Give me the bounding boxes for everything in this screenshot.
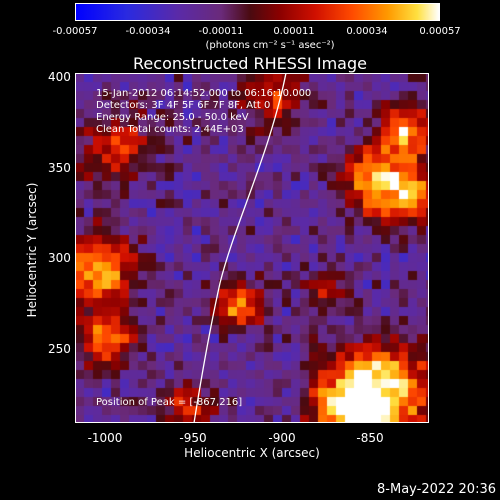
x-tick-label: -950 xyxy=(179,431,207,445)
colorbar-tick: 0.00011 xyxy=(273,26,315,37)
clean-counts-text: Clean Total counts: 2.44E+03 xyxy=(96,124,244,135)
peak-position-text: Position of Peak = [-867,216] xyxy=(96,397,243,408)
y-tick-label: 300 xyxy=(48,251,71,265)
colorbar xyxy=(75,3,440,21)
colorbar-tick: -0.00057 xyxy=(52,26,98,37)
x-axis-label: Heliocentric X (arcsec) xyxy=(184,446,320,460)
detectors-text: Detectors: 3F 4F 5F 6F 7F 8F, Att 0 xyxy=(96,100,271,111)
image-plot xyxy=(75,73,429,423)
x-tick-label: -850 xyxy=(356,431,384,445)
plot-title: Reconstructed RHESSI Image xyxy=(133,54,367,73)
solar-limb-line xyxy=(193,73,287,423)
y-axis-label: Heliocentric Y (arcsec) xyxy=(25,182,39,318)
limb-overlay xyxy=(193,73,287,423)
energy-range-text: Energy Range: 25.0 - 50.0 keV xyxy=(96,112,249,123)
x-tick-label: -1000 xyxy=(87,431,123,445)
y-tick-label: 250 xyxy=(48,342,71,356)
time-range-text: 15-Jan-2012 06:14:52.000 to 06:16:10.000 xyxy=(96,88,312,99)
colorbar-tick: 0.00034 xyxy=(346,26,388,37)
y-tick-label: 400 xyxy=(48,70,71,84)
rhessi-image xyxy=(75,73,429,423)
footer-timestamp: 8-May-2022 20:36 xyxy=(377,482,496,497)
colorbar-unit: (photons cm⁻² s⁻¹ asec⁻²) xyxy=(205,40,335,51)
x-tick-label: -900 xyxy=(268,431,296,445)
colorbar-tick: -0.00011 xyxy=(198,26,244,37)
colorbar-tick: -0.00034 xyxy=(125,26,171,37)
colorbar-tick: 0.00057 xyxy=(419,26,461,37)
y-tick-label: 350 xyxy=(48,161,71,175)
